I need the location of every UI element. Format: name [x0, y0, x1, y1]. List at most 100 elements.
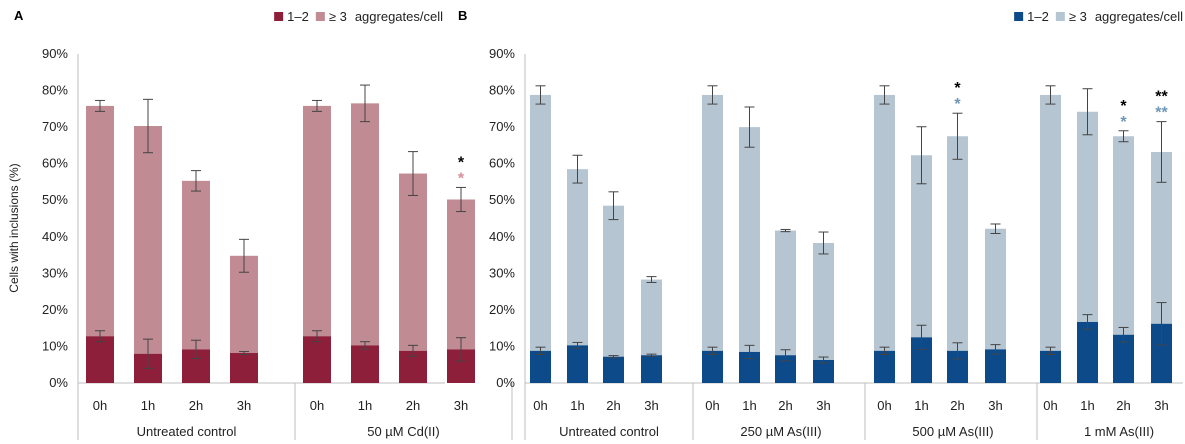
panel-b-bar-high-segment	[641, 279, 662, 356]
panel-b-bar-high-segment	[530, 94, 551, 351]
panel-a-y-tick-label: 30%	[42, 265, 68, 280]
panel-a-y-tick-label: 70%	[42, 119, 68, 134]
panel-b-bar-high-segment	[985, 228, 1006, 350]
panel-b-bar-low-segment	[603, 356, 624, 383]
panel-b-significance-star-black: **	[1155, 89, 1168, 106]
panel-b-bar-low-segment	[739, 351, 760, 383]
panel-a-x-tick-label: 2h	[406, 398, 420, 413]
panel-a-bar-high-segment	[86, 105, 114, 337]
panel-b-x-tick-label: 0h	[1043, 398, 1057, 413]
panel-a-significance-star-black: *	[458, 154, 465, 171]
panel-a-y-tick-label: 50%	[42, 192, 68, 207]
panel-b-bar-low-segment	[874, 350, 895, 383]
panel-b-bar-low-segment	[1113, 334, 1134, 383]
panel-b-x-tick-label: 2h	[1116, 398, 1130, 413]
panel-a-x-tick-label: 0h	[93, 398, 107, 413]
panel-b-bar-high-segment	[1040, 94, 1061, 351]
panel-b-bar-high-segment	[775, 230, 796, 356]
panel-b-bar-high-segment	[813, 242, 834, 360]
panel-b-legend-label-high: ≥ 3	[1069, 9, 1087, 24]
panel-b-y-tick-label: 70%	[489, 119, 515, 134]
panel-b-y-tick-label: 80%	[489, 83, 515, 98]
panel-a-group-label: 50 µM Cd(II)	[367, 424, 440, 439]
panel-a-bar-high-segment	[351, 103, 379, 346]
panel-b-x-tick-label: 1h	[742, 398, 756, 413]
panel-a-bar-high-segment	[134, 126, 162, 354]
panel-a-legend: aggregates/cell ≥ 3 1–2	[274, 9, 443, 24]
panel-b-bar-high-segment	[1113, 136, 1134, 335]
panel-a-x-tick-label: 2h	[189, 398, 203, 413]
panel-a-y-tick-label: 10%	[42, 338, 68, 353]
panel-a-bar-low-segment	[230, 353, 258, 383]
panel-b-x-tick-label: 0h	[877, 398, 891, 413]
panel-a-group-label: Untreated control	[137, 424, 237, 439]
panel-b-x-tick-label: 1h	[1080, 398, 1094, 413]
panel-b-significance-star-color: *	[1120, 114, 1127, 131]
panel-b-bar-high-segment	[874, 94, 895, 351]
panel-b-bar-low-segment	[985, 349, 1006, 383]
panel-b-bar-high-segment	[567, 169, 588, 346]
panel-a-y-tick-label: 80%	[42, 83, 68, 98]
panel-b-group-label: 1 mM As(III)	[1084, 424, 1154, 439]
panel-b-bar-high-segment	[947, 136, 968, 351]
panel-b-bar-low-segment	[947, 350, 968, 383]
panel-a-letter: A	[14, 8, 24, 23]
panel-a-y-tick-label: 0%	[49, 375, 68, 390]
panel-b-bar-high-segment	[1151, 151, 1172, 324]
panel-b-legend-swatch-low	[1014, 12, 1024, 21]
panel-a-y-tick-label: 90%	[42, 46, 68, 61]
panel-a-y-tick-label: 20%	[42, 302, 68, 317]
panel-a-y-axis-label: Cells with inclusions (%)	[7, 163, 21, 292]
panel-a-legend-swatch-low	[274, 12, 284, 21]
panel-b-x-tick-label: 1h	[914, 398, 928, 413]
panel-b-x-tick-label: 3h	[816, 398, 830, 413]
panel-b-y-tick-label: 50%	[489, 192, 515, 207]
panel-a-bar-low-segment	[303, 336, 331, 383]
panel-b-bar-low-segment	[1151, 323, 1172, 383]
panel-b-bar-high-segment	[702, 94, 723, 351]
panel-a-legend-label-low: 1–2	[287, 9, 309, 24]
panel-b-y-tick-label: 0%	[496, 375, 515, 390]
panel-a-bar-low-segment	[351, 345, 379, 383]
panel-b-bar-high-segment	[739, 127, 760, 352]
panel-a-x-tick-label: 3h	[454, 398, 468, 413]
panel-b-x-tick-label: 2h	[778, 398, 792, 413]
panel-b-bar-low-segment	[567, 345, 588, 383]
panel-a-bar-low-segment	[86, 336, 114, 383]
panel-b-x-tick-label: 0h	[705, 398, 719, 413]
panel-b-x-tick-label: 0h	[533, 398, 547, 413]
panel-b-significance-star-black: *	[1120, 98, 1127, 115]
panel-a-legend-label-high: ≥ 3	[329, 9, 347, 24]
panel-b-y-tick-label: 40%	[489, 229, 515, 244]
panel-b-bar-low-segment	[775, 355, 796, 383]
panel-b-bar-low-segment	[530, 350, 551, 383]
panel-b-bar-low-segment	[911, 337, 932, 383]
panel-b-x-tick-label: 3h	[1154, 398, 1168, 413]
panel-b-significance-star-color: *	[954, 96, 961, 113]
panel-a-legend-suffix: aggregates/cell	[355, 9, 443, 24]
panel-b-y-tick-label: 20%	[489, 302, 515, 317]
panel-b: B 0% 10% 20% 30% 40% 50% 60% 70% 80% 90% Untreated…	[458, 8, 1183, 440]
panel-a-y-tick-label: 40%	[42, 229, 68, 244]
panel-b-y-tick-label: 30%	[489, 265, 515, 280]
panel-b-letter: B	[458, 8, 467, 23]
panel-a-bar-high-segment	[447, 199, 475, 350]
panel-b-legend-label-low: 1–2	[1027, 9, 1049, 24]
panel-a-bar-high-segment	[303, 105, 331, 337]
panel-b-group-label: 250 µM As(III)	[740, 424, 821, 439]
panel-a-significance-star-color: *	[458, 170, 465, 187]
panel-b-legend-suffix: aggregates/cell	[1095, 9, 1183, 24]
panel-b-x-tick-label: 2h	[606, 398, 620, 413]
panel-b-y-tick-label: 10%	[489, 338, 515, 353]
panel-b-y-tick-label: 60%	[489, 156, 515, 171]
panel-b-bar-low-segment	[1077, 321, 1098, 383]
panel-b-group-label: Untreated control	[559, 424, 659, 439]
panel-b-bar-low-segment	[641, 355, 662, 383]
panel-b-bar-low-segment	[702, 350, 723, 383]
panel-b-x-tick-label: 2h	[950, 398, 964, 413]
panel-b-bar-high-segment	[1077, 111, 1098, 322]
panel-b-legend: aggregates/cell ≥ 3 1–2	[1014, 9, 1183, 24]
panel-a-x-tick-label: 0h	[310, 398, 324, 413]
panel-b-group-label: 500 µM As(III)	[912, 424, 993, 439]
